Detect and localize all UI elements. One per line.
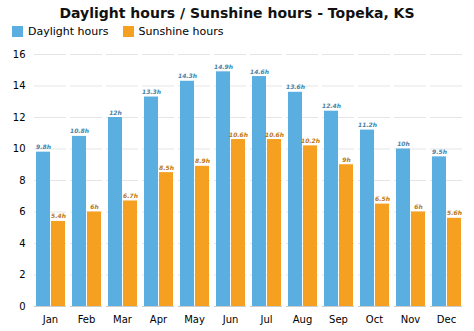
svg-text:Mar: Mar: [113, 314, 133, 325]
svg-text:6.5h: 6.5h: [375, 195, 390, 202]
svg-text:Feb: Feb: [78, 314, 96, 325]
svg-text:Sep: Sep: [329, 314, 348, 325]
svg-text:12: 12: [13, 112, 26, 123]
svg-text:4: 4: [19, 238, 25, 249]
svg-text:Apr: Apr: [150, 314, 168, 325]
html-text:Daylight hours / Sunshine hour: Daylight hours / Sunshine hours - Topeka…: [59, 5, 415, 21]
svg-text:Aug: Aug: [293, 314, 313, 325]
html-text:Sunshine hours: Sunshine hours: [138, 24, 224, 38]
svg-text:9.8h: 9.8h: [36, 143, 51, 150]
svg-text:6h: 6h: [414, 203, 422, 210]
svg-text:13.3h: 13.3h: [142, 88, 161, 95]
svg-text:10.6h: 10.6h: [229, 131, 248, 138]
svg-text:Dec: Dec: [437, 314, 456, 325]
svg-text:5.6h: 5.6h: [447, 209, 462, 216]
svg-text:14: 14: [13, 80, 26, 91]
svg-text:Nov: Nov: [401, 314, 421, 325]
svg-text:10.2h: 10.2h: [301, 137, 320, 144]
svg-text:11.2h: 11.2h: [358, 121, 377, 128]
svg-text:Jun: Jun: [222, 314, 239, 325]
svg-text:14.9h: 14.9h: [214, 63, 233, 70]
svg-text:10.8h: 10.8h: [70, 127, 89, 134]
svg-text:9.5h: 9.5h: [432, 148, 447, 155]
svg-text:8.9h: 8.9h: [195, 157, 210, 164]
svg-text:12h: 12h: [109, 109, 122, 116]
svg-text:2: 2: [19, 269, 25, 280]
svg-text:Jul: Jul: [259, 314, 272, 325]
svg-text:14.6h: 14.6h: [250, 68, 269, 75]
svg-text:6h: 6h: [90, 203, 98, 210]
svg-text:8: 8: [19, 175, 25, 186]
svg-text:10.6h: 10.6h: [265, 131, 284, 138]
svg-text:13.6h: 13.6h: [286, 83, 305, 90]
svg-text:6.7h: 6.7h: [123, 192, 138, 199]
svg-text:5.4h: 5.4h: [51, 212, 66, 219]
svg-text:Jan: Jan: [42, 314, 58, 325]
svg-text:16: 16: [13, 49, 26, 60]
svg-text:8.5h: 8.5h: [159, 164, 174, 171]
svg-text:10h: 10h: [397, 140, 410, 147]
svg-text:12.4h: 12.4h: [322, 102, 341, 109]
svg-text:May: May: [184, 314, 205, 325]
svg-text:14.3h: 14.3h: [178, 72, 197, 79]
svg-text:Oct: Oct: [366, 314, 383, 325]
svg-text:9h: 9h: [342, 156, 350, 163]
svg-text:0: 0: [19, 301, 25, 312]
svg-text:6: 6: [19, 206, 25, 217]
svg-text:10: 10: [13, 143, 26, 154]
html-text:Daylight hours: Daylight hours: [28, 24, 109, 38]
